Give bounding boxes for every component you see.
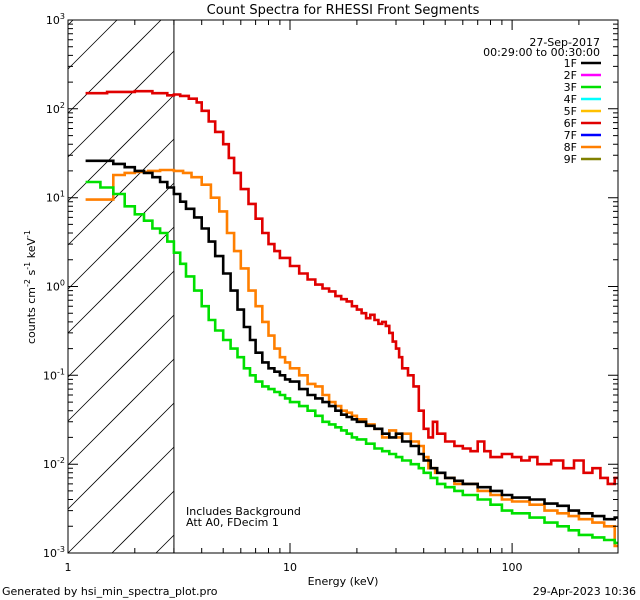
annotation-attenuator: Att A0, FDecim 1	[186, 516, 279, 529]
legend-label-6F: 6F	[564, 117, 577, 130]
y-tick-label: 101	[46, 190, 65, 205]
generated-by-text: Generated by hsi_min_spectra_plot.pro	[2, 585, 218, 598]
x-tick-label: 1	[65, 561, 72, 574]
legend-label-5F: 5F	[564, 105, 577, 118]
series-line-3F	[85, 180, 618, 545]
legend-time-range: 00:29:00 to 00:30:00	[483, 46, 600, 59]
y-tick-labels: 10-3 10-2 10-1 100 101 102 103	[43, 12, 65, 560]
legend-label-9F: 9F	[564, 153, 577, 166]
axis-ticks	[67, 19, 619, 554]
chart-title: Count Spectra for RHESSI Front Segments	[207, 3, 480, 18]
series-line-8F	[85, 168, 618, 548]
plot-frame	[67, 19, 619, 554]
y-tick-label: 100	[46, 279, 65, 294]
y-tick-label: 10-2	[43, 456, 65, 471]
legend-label-2F: 2F	[564, 69, 577, 82]
x-tick-label: 10	[283, 561, 297, 574]
y-axis-label: counts cm-2 s-1 keV-1	[23, 230, 38, 344]
y-tick-label: 10-1	[43, 367, 65, 382]
hatched-region	[67, 19, 175, 554]
legend-label-3F: 3F	[564, 81, 577, 94]
x-axis-label: Energy (keV)	[308, 575, 379, 588]
annotation-background: Includes Background	[186, 505, 301, 518]
x-tick-label: 100	[502, 561, 523, 574]
series-line-6F	[85, 89, 618, 486]
legend-label-7F: 7F	[564, 129, 577, 142]
legend-date: 27-Sep-2017	[529, 36, 600, 49]
hatch-lines	[67, 19, 175, 554]
legend-label-8F: 8F	[564, 141, 577, 154]
legend-label-1F: 1F	[564, 57, 577, 70]
y-tick-label: 102	[46, 101, 65, 116]
x-tick-labels: 1 10 100	[65, 561, 523, 574]
footer-timestamp: 29-Apr-2023 10:36	[533, 585, 636, 598]
y-tick-label: 10-3	[43, 545, 65, 560]
y-tick-label: 103	[46, 12, 65, 27]
legend-label-4F: 4F	[564, 93, 577, 106]
series-group	[85, 89, 618, 548]
tick-marks	[67, 19, 619, 554]
series-line-1F	[85, 159, 618, 521]
